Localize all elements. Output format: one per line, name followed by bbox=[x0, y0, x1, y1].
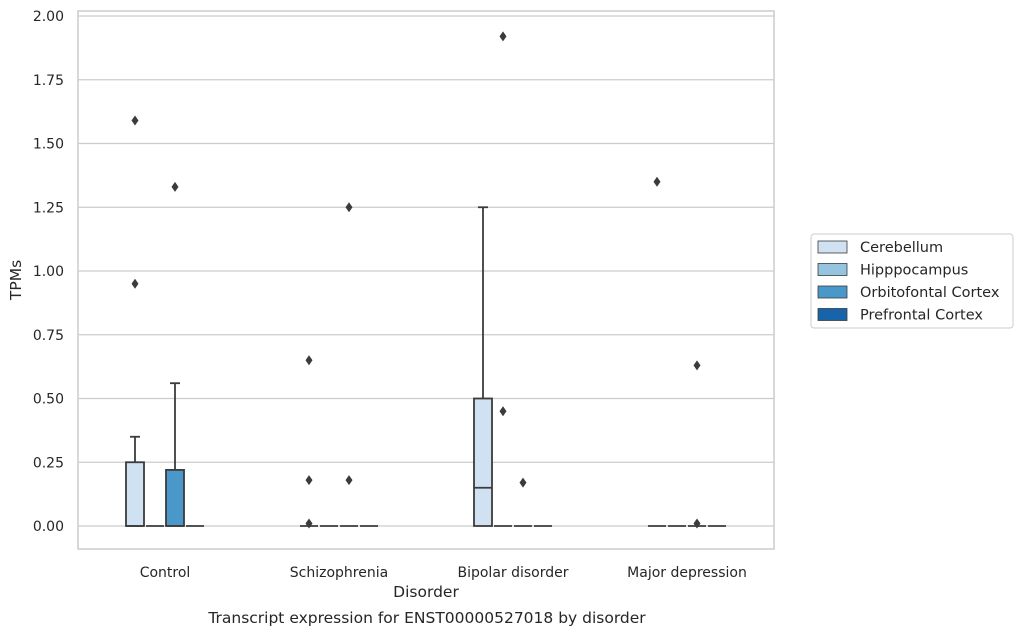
outlier-point bbox=[693, 518, 701, 529]
box-orbitofontal-cortex bbox=[688, 360, 706, 529]
outlier-point bbox=[345, 202, 353, 213]
y-tick-label: 0.25 bbox=[33, 455, 64, 471]
legend-swatch bbox=[817, 263, 848, 276]
box-hipppocampus bbox=[494, 31, 512, 527]
outlier-point bbox=[305, 518, 313, 529]
x-tick-label: Schizophrenia bbox=[290, 565, 388, 581]
x-tick-labels: Control Schizophrenia Bipolar disorder Majo… bbox=[140, 565, 747, 581]
legend: Cerebellum Hipppocampus Orbitofontal Corte… bbox=[810, 233, 1014, 329]
outlier-point bbox=[305, 475, 313, 486]
y-tick-label: 2.00 bbox=[33, 9, 64, 25]
x-axis-title: Disorder bbox=[393, 583, 459, 601]
box-body bbox=[473, 397, 493, 527]
x-tick-label: Major depression bbox=[627, 565, 747, 581]
y-tick-label: 0.00 bbox=[33, 519, 64, 535]
x-tick-label: Bipolar disorder bbox=[457, 565, 568, 581]
outlier-point bbox=[653, 176, 661, 187]
outlier-point bbox=[345, 475, 353, 486]
chart-caption: Transcript expression for ENST0000052701… bbox=[207, 609, 646, 627]
outlier-point bbox=[131, 115, 139, 126]
box-cerebellum bbox=[300, 355, 318, 529]
y-gridlines bbox=[78, 15, 774, 527]
box-cerebellum bbox=[125, 115, 145, 527]
outlier-point bbox=[131, 278, 139, 289]
outlier-point bbox=[171, 181, 179, 192]
box-cerebellum bbox=[648, 176, 666, 527]
y-tick-label: 0.50 bbox=[33, 392, 64, 408]
outlier-point bbox=[305, 355, 313, 366]
legend-label: Cerebellum bbox=[860, 240, 943, 256]
outlier-point bbox=[519, 477, 527, 488]
legend-frame bbox=[810, 233, 1014, 329]
outlier-point bbox=[693, 360, 701, 371]
legend-label: Orbitofontal Cortex bbox=[860, 285, 1000, 301]
plot-frame bbox=[77, 10, 775, 550]
box-orbitofontal-cortex bbox=[165, 181, 185, 527]
y-tick-label: 0.75 bbox=[33, 328, 64, 344]
box-series bbox=[125, 31, 726, 529]
box-orbitofontal-cortex bbox=[340, 202, 358, 527]
outlier-point bbox=[499, 406, 507, 417]
y-tick-label: 1.75 bbox=[33, 73, 64, 89]
box-cerebellum bbox=[473, 206, 493, 527]
y-tick-label: 1.50 bbox=[33, 137, 64, 153]
legend-label: Prefrontal Cortex bbox=[860, 308, 983, 324]
x-tick-label: Control bbox=[140, 565, 191, 581]
y-axis-title: TPMs bbox=[7, 260, 25, 301]
plot-background bbox=[78, 11, 774, 549]
box-body bbox=[165, 468, 185, 527]
legend-label: Hipppocampus bbox=[860, 263, 968, 279]
legend-swatch bbox=[817, 285, 848, 299]
outlier-point bbox=[499, 31, 507, 42]
box-body bbox=[125, 461, 145, 527]
y-tick-label: 1.00 bbox=[33, 264, 64, 280]
legend-swatch bbox=[817, 308, 848, 321]
y-tick-labels: 0.00 0.25 0.50 0.75 1.00 1.25 1.50 1.75 2.00 bbox=[33, 9, 64, 535]
box-orbitofontal-cortex bbox=[514, 477, 532, 527]
legend-swatch bbox=[817, 240, 848, 254]
y-tick-label: 1.25 bbox=[33, 200, 64, 216]
